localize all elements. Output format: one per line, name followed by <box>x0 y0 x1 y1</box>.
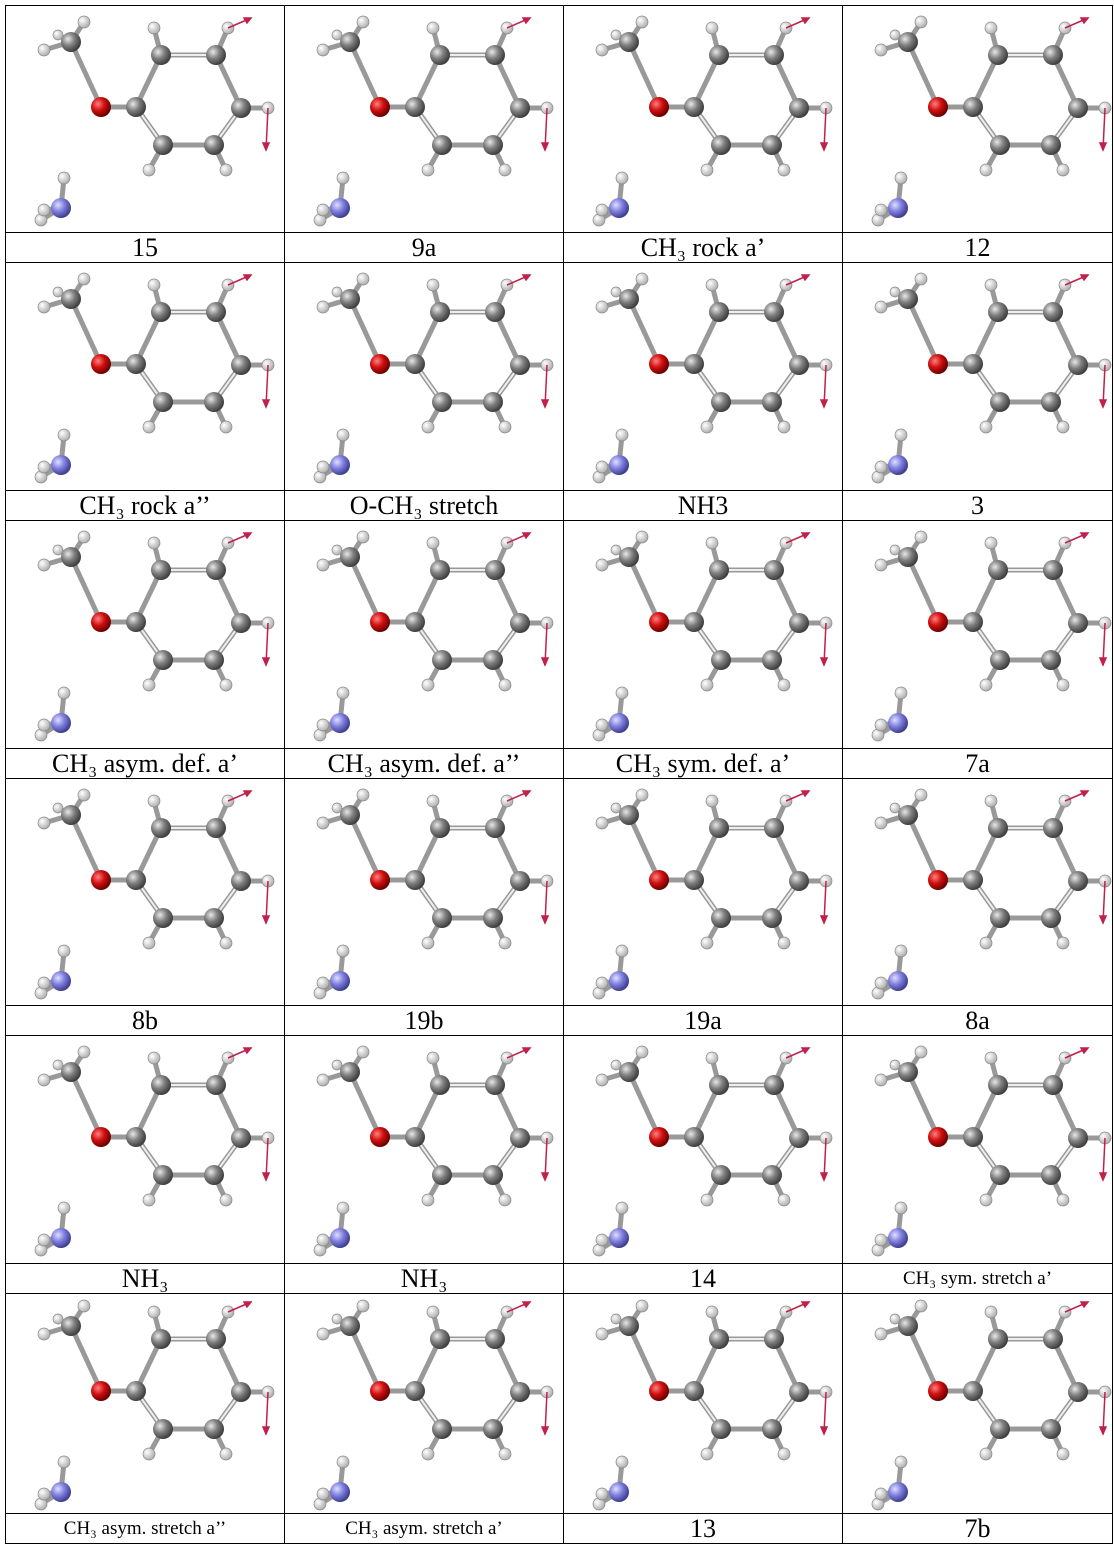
molecule <box>6 263 284 490</box>
mode-label: CH₃ sym. def. a’ <box>563 748 843 779</box>
molecule <box>564 779 842 1005</box>
molecule <box>6 1036 284 1263</box>
molecule-drawing <box>593 1046 832 1256</box>
molecule-drawing <box>872 789 1111 999</box>
mode-label: CH₃ asym. stretch a’ <box>284 1513 564 1544</box>
mode-label: NH₃ <box>284 1263 564 1294</box>
molecule-drawing <box>35 273 274 483</box>
mode-label: 19a <box>563 1005 843 1036</box>
molecule <box>564 263 842 490</box>
mode-label: 14 <box>563 1263 843 1294</box>
molecule-drawing <box>314 1046 553 1256</box>
molecule <box>6 6 284 232</box>
molecule <box>843 1036 1112 1263</box>
mode-image <box>284 1293 564 1514</box>
mode-label: O-CH₃ stretch <box>284 490 564 521</box>
molecule <box>285 1036 563 1263</box>
mode-label: CH₃ sym. stretch a’ <box>842 1263 1113 1294</box>
mode-label: CH₃ asym. def. a’ <box>5 748 285 779</box>
molecule <box>6 779 284 1005</box>
molecule <box>843 521 1112 748</box>
mode-image <box>842 262 1113 491</box>
molecule-drawing <box>872 16 1111 226</box>
mode-label: NH3 <box>563 490 843 521</box>
mode-image <box>5 1035 285 1264</box>
mode-image <box>284 520 564 749</box>
molecule-drawing <box>593 789 832 999</box>
molecule <box>843 779 1112 1005</box>
molecule <box>6 1294 284 1513</box>
molecule-drawing <box>35 1046 274 1256</box>
molecule <box>285 1294 563 1513</box>
molecule-drawing <box>35 16 274 226</box>
molecule <box>564 521 842 748</box>
molecule <box>285 263 563 490</box>
molecule <box>6 521 284 748</box>
molecule-drawing <box>872 1046 1111 1256</box>
mode-label: 7a <box>842 748 1113 779</box>
mode-image <box>563 262 843 491</box>
mode-image <box>563 778 843 1006</box>
molecule <box>843 263 1112 490</box>
mode-label: CH₃ rock a’ <box>563 232 843 263</box>
mode-image <box>842 5 1113 233</box>
molecule-drawing <box>314 531 553 741</box>
molecule-drawing <box>314 789 553 999</box>
mode-image <box>284 1035 564 1264</box>
molecule-drawing <box>593 273 832 483</box>
mode-label: 3 <box>842 490 1113 521</box>
mode-image <box>284 262 564 491</box>
molecule-drawing <box>35 1300 274 1510</box>
mode-label: 8b <box>5 1005 285 1036</box>
molecule-drawing <box>314 1300 553 1510</box>
mode-image <box>5 520 285 749</box>
molecule <box>285 521 563 748</box>
mode-image <box>563 520 843 749</box>
molecule-drawing <box>593 531 832 741</box>
molecule <box>843 6 1112 232</box>
molecule-drawing <box>593 16 832 226</box>
mode-label: CH₃ rock a’’ <box>5 490 285 521</box>
mode-image <box>842 1035 1113 1264</box>
molecule <box>564 1294 842 1513</box>
mode-label: CH₃ asym. stretch a’’ <box>5 1513 285 1544</box>
mode-image <box>5 1293 285 1514</box>
mode-label: CH₃ asym. def. a’’ <box>284 748 564 779</box>
mode-label: 7b <box>842 1513 1113 1544</box>
mode-image <box>842 1293 1113 1514</box>
molecule <box>843 1294 1112 1513</box>
mode-label: NH₃ <box>5 1263 285 1294</box>
mode-label: 9a <box>284 232 564 263</box>
molecule-drawing <box>314 16 553 226</box>
mode-image <box>5 262 285 491</box>
mode-image <box>284 5 564 233</box>
molecule-drawing <box>872 531 1111 741</box>
mode-image <box>563 1035 843 1264</box>
mode-label: 15 <box>5 232 285 263</box>
molecule <box>564 6 842 232</box>
mode-label: 19b <box>284 1005 564 1036</box>
mode-image <box>842 520 1113 749</box>
molecule-drawing <box>35 531 274 741</box>
mode-image <box>842 778 1113 1006</box>
molecule-drawing <box>872 1300 1111 1510</box>
molecule <box>285 779 563 1005</box>
molecule-drawing <box>35 789 274 999</box>
mode-image <box>563 1293 843 1514</box>
molecule <box>285 6 563 232</box>
mode-label: 8a <box>842 1005 1113 1036</box>
mode-label: 12 <box>842 232 1113 263</box>
molecule <box>564 1036 842 1263</box>
mode-image <box>5 5 285 233</box>
molecule-drawing <box>593 1300 832 1510</box>
molecule-drawing <box>872 273 1111 483</box>
mode-image <box>563 5 843 233</box>
mode-label: 13 <box>563 1513 843 1544</box>
mode-image <box>284 778 564 1006</box>
molecule-drawing <box>314 273 553 483</box>
mode-image <box>5 778 285 1006</box>
